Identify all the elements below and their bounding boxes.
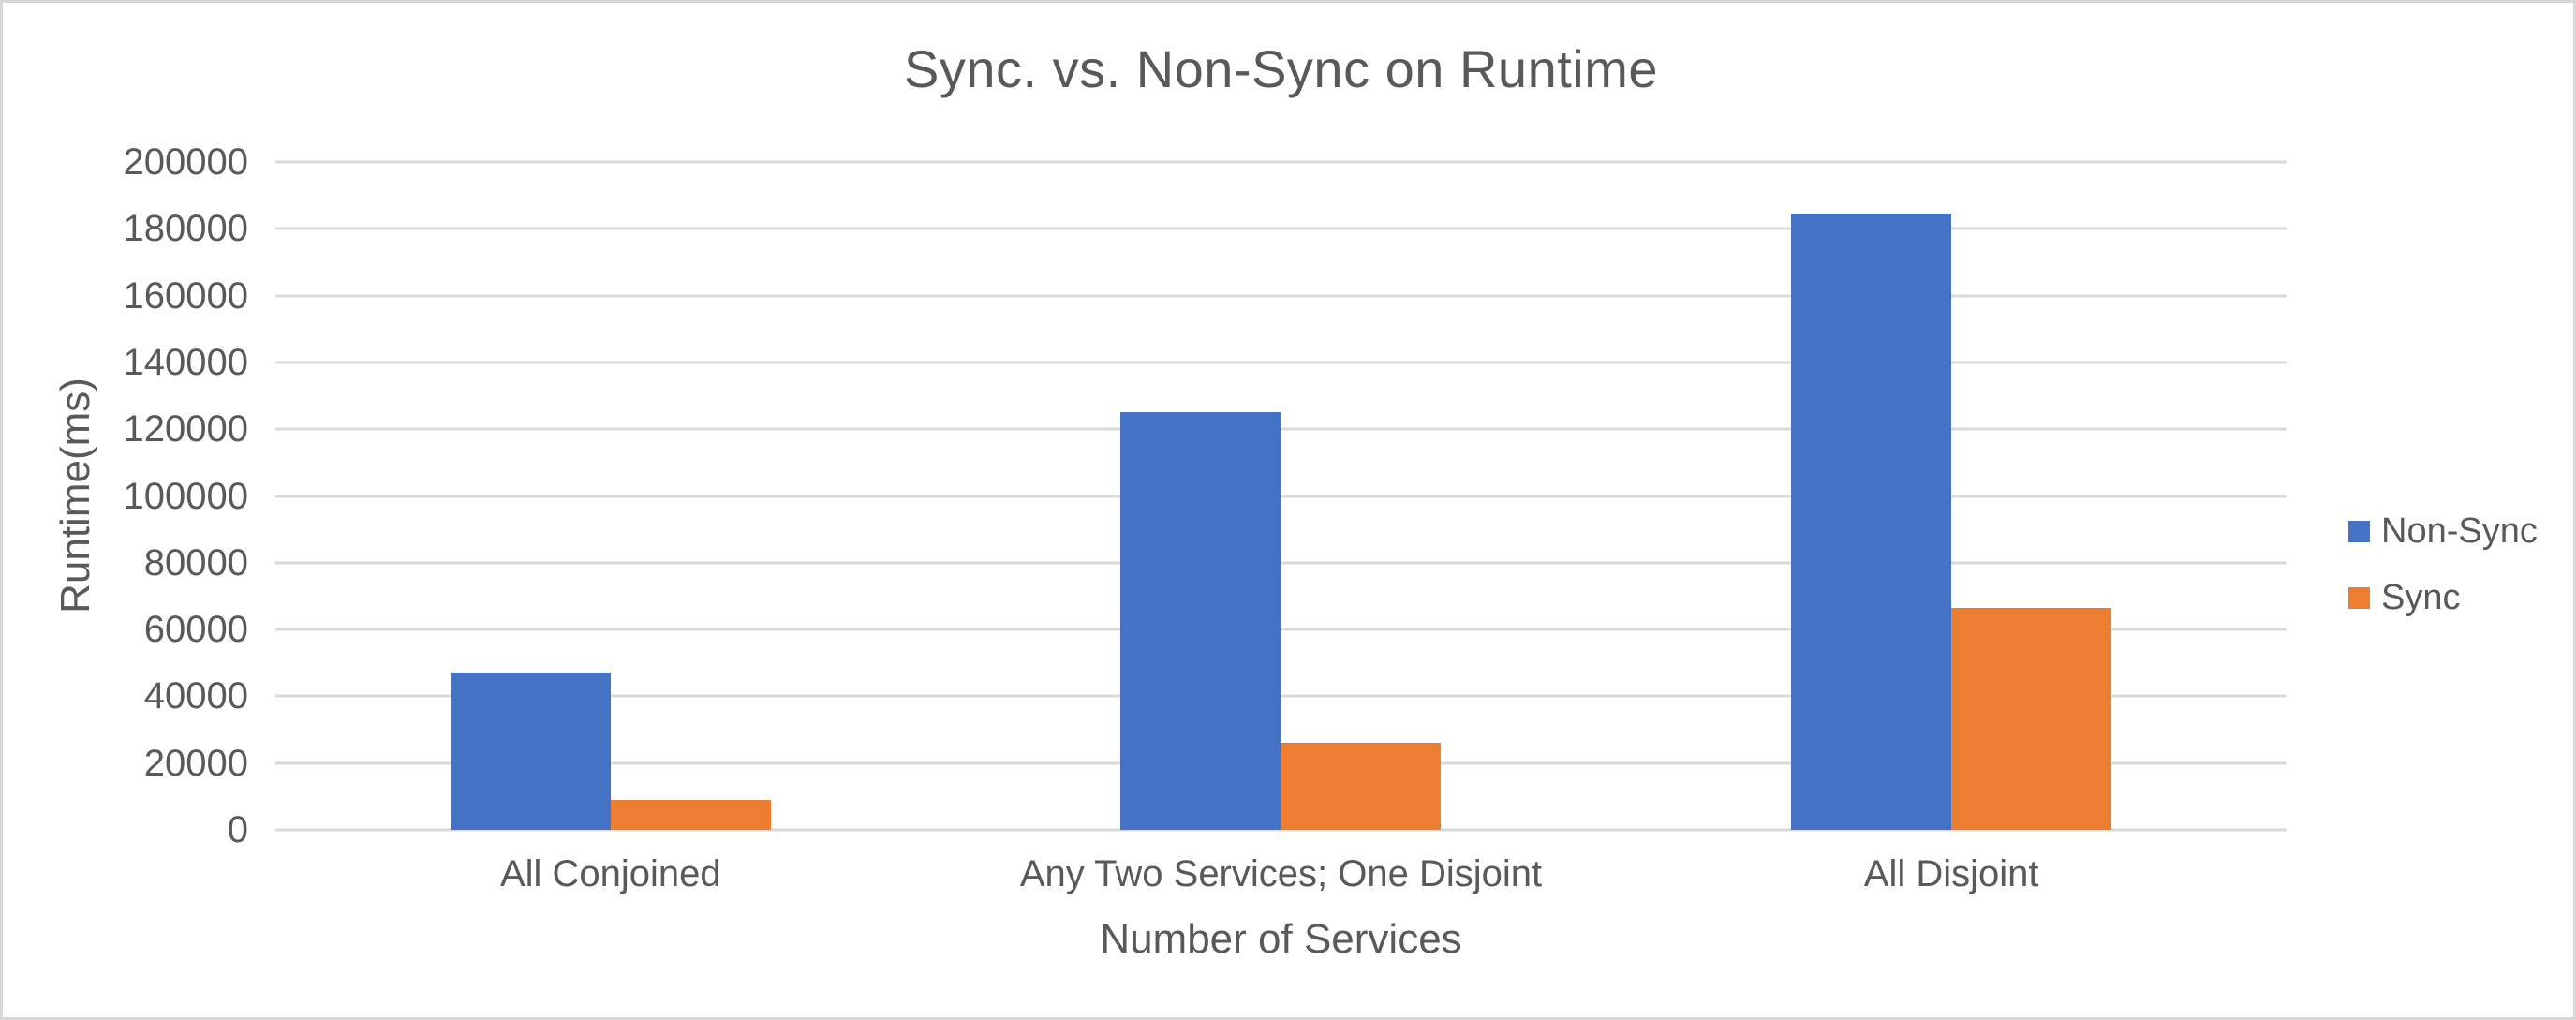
legend: Non-Sync Sync xyxy=(2348,511,2538,618)
x-axis-tick-labels: All Conjoined Any Two Services; One Disjo… xyxy=(275,853,2287,902)
y-tick-label: 20000 xyxy=(143,742,248,784)
gridline xyxy=(275,361,2287,364)
x-tick-label: All Disjoint xyxy=(1863,853,2039,894)
bar-non-sync xyxy=(1120,412,1281,830)
bar-sync xyxy=(1281,743,1442,830)
y-tick-label: 180000 xyxy=(123,208,248,250)
gridline xyxy=(275,561,2287,565)
y-tick-label: 40000 xyxy=(143,675,248,717)
gridline xyxy=(275,628,2287,631)
bar-sync xyxy=(1951,607,2112,830)
gridline xyxy=(275,427,2287,431)
y-tick-label: 60000 xyxy=(143,609,248,651)
y-tick-label: 0 xyxy=(227,809,248,850)
bar-non-sync xyxy=(450,673,611,830)
y-tick-label: 80000 xyxy=(143,541,248,584)
chart-title: Sync. vs. Non-Sync on Runtime xyxy=(903,39,1659,98)
legend-label: Sync xyxy=(2381,578,2461,617)
x-tick-label: All Conjoined xyxy=(499,853,721,894)
legend-swatch-icon xyxy=(2348,587,2370,609)
gridline xyxy=(275,160,2287,164)
bar-group-any-two-services-one-disjoint xyxy=(946,162,1617,830)
bar-group-all-conjoined xyxy=(275,162,946,830)
gridline xyxy=(275,294,2287,298)
gridline xyxy=(275,227,2287,230)
legend-entry-non-sync: Non-Sync xyxy=(2348,511,2538,552)
y-tick-label: 120000 xyxy=(123,408,248,451)
gridline xyxy=(275,694,2287,698)
legend-swatch-icon xyxy=(2348,521,2370,542)
y-tick-label: 160000 xyxy=(123,274,248,317)
gridline xyxy=(275,495,2287,497)
legend-label: Non-Sync xyxy=(2381,511,2538,551)
gridline xyxy=(275,828,2287,832)
bar-groups xyxy=(275,162,2287,830)
bar-sync xyxy=(610,799,771,830)
bar-group-all-disjoint xyxy=(1616,162,2287,830)
bar-non-sync xyxy=(1791,214,1952,830)
y-tick-label: 200000 xyxy=(123,141,248,183)
legend-entry-sync: Sync xyxy=(2348,578,2538,618)
plot-area xyxy=(275,160,2287,832)
x-axis-title: Number of Services xyxy=(1100,916,1462,962)
y-tick-label: 100000 xyxy=(123,475,248,517)
y-axis-tick-labels: 0 20000 40000 60000 80000 100000 120000 140000 1… xyxy=(87,143,248,849)
x-tick-label: Any Two Services; One Disjoint xyxy=(1019,853,1543,894)
y-tick-label: 140000 xyxy=(123,341,248,383)
